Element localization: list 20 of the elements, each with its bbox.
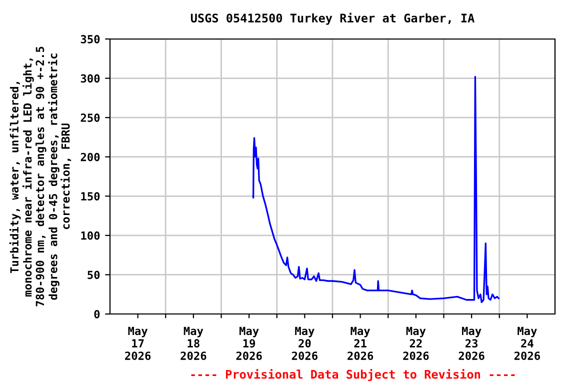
x-tick-label: May 20 2026 xyxy=(292,326,318,360)
y-tick-label: 250 xyxy=(80,114,100,122)
line-series xyxy=(252,76,500,304)
x-tick-label: May 24 2026 xyxy=(514,326,540,360)
y-tick-label: 150 xyxy=(81,192,100,201)
y-tick-label: 200 xyxy=(80,152,100,162)
y-tick-label: 50 xyxy=(88,270,100,280)
chart-title: USGS 05412500 Turkey River at Garber, IA xyxy=(190,12,474,25)
x-tick-label: May 21 2026 xyxy=(348,326,374,360)
y-tick-label: 100 xyxy=(81,231,100,240)
x-tick-label: May 23 2026 xyxy=(458,326,484,360)
y-tick-label: 300 xyxy=(80,74,100,83)
x-tick-label: May 19 2026 xyxy=(236,326,262,360)
y-tick-label: 0 xyxy=(94,310,100,318)
y-axis-title: Turbidity, water, unfiltered, monochrome near infra-red LED light, 780-900 nm, detector angles at 90 +-2.5 degrees and 0-45 degrees, ratiometric correction, FBRU xyxy=(9,46,72,306)
x-tick-label: May 17 2026 xyxy=(125,326,151,360)
x-tick-label: May 18 2026 xyxy=(180,326,206,360)
x-tick-label: May 22 2026 xyxy=(403,326,429,360)
text: ---- Provisional Data Subject to Revision ---- xyxy=(191,368,515,382)
y-tick-label: 350 xyxy=(80,34,100,44)
